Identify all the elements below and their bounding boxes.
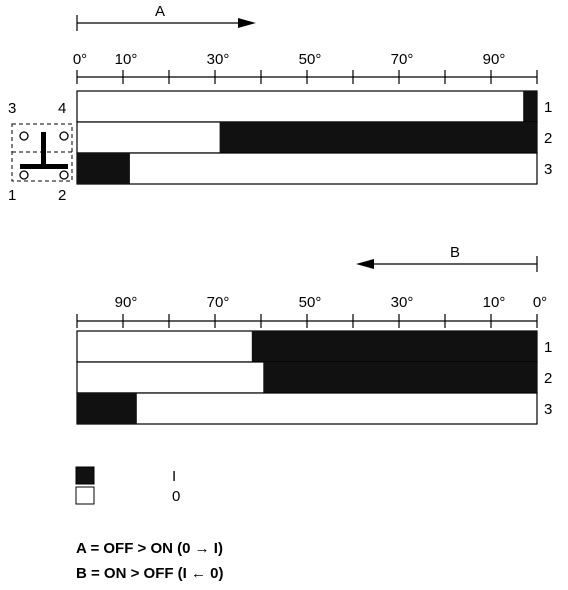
switch-contact-1 [19,170,29,180]
a-on-segment-1 [523,91,537,122]
formula-a: A = OFF > ON (0 → I) [76,540,223,557]
scale-b-label-30: 30° [391,294,414,311]
b-row-label-1: 1 [544,339,552,356]
scale-b-label-70: 70° [207,294,230,311]
a-on-segment-2 [219,122,537,153]
b-on-segment-2 [263,362,537,393]
scale-b-label-50: 50° [299,294,322,311]
scale-a-label-10: 10° [115,51,138,68]
arrow-b-label: B [450,244,460,261]
switch-terminal-3: 3 [8,100,16,117]
legend-on-swatch [75,466,95,485]
legend: I 0 [75,466,180,505]
switch-terminal-4: 4 [58,100,66,117]
scale-a-label-30: 30° [207,51,230,68]
a-row-label-1: 1 [544,99,552,116]
scale-a-label-90: 90° [483,51,506,68]
scale-b-label-10: 10° [483,294,506,311]
scale-a: 0° 10° 30° 50° 70° 90° [73,51,538,84]
switch-terminal-2: 2 [58,187,66,204]
b-on-segment-3 [77,393,137,424]
formula-b: B = ON > OFF (I ← 0) [76,565,224,582]
legend-off-label: 0 [172,488,180,505]
switch-lever-bar [20,164,68,169]
b-row-label-2: 2 [544,370,552,387]
switch-lever-stem [41,132,46,166]
a-row-3 [76,152,538,185]
scale-a-label-0: 0° [73,51,87,68]
bars-a: 1 2 3 [76,90,552,185]
legend-off-swatch [75,486,95,505]
switch-contact-2 [59,170,69,180]
switch-terminal-1: 1 [8,187,16,204]
b-row-label-3: 3 [544,401,552,418]
scale-b-label-90: 90° [115,294,138,311]
arrow-a-label: A [155,3,165,20]
scale-b-label-0: 0° [533,294,547,311]
b-on-segment-1 [251,331,538,362]
a-on-segment-3 [77,153,130,184]
a-row-label-2: 2 [544,130,552,147]
switch-contact-4 [59,131,69,141]
arrow-a-head [238,18,256,28]
section-b: B 90° 70° 50° 30° 10° 0° 1 2 3 [76,244,552,425]
switch-symbol: 3 4 1 2 [8,100,73,204]
switch-contact-3 [19,131,29,141]
legend-on-label: I [172,468,176,485]
bars-b: 1 2 3 [76,330,552,425]
formulas: A = OFF > ON (0 → I) B = ON > OFF (I ← 0… [76,540,224,582]
b-row-3 [76,392,538,425]
a-row-1 [76,90,538,123]
scale-b: 90° 70° 50° 30° 10° 0° [76,294,547,328]
scale-a-label-50: 50° [299,51,322,68]
arrow-b-head [356,259,374,269]
scale-a-label-70: 70° [391,51,414,68]
section-a: A 0° 10° 30° 50° 70° 90° 1 2 3 [73,3,552,185]
a-row-label-3: 3 [544,161,552,178]
